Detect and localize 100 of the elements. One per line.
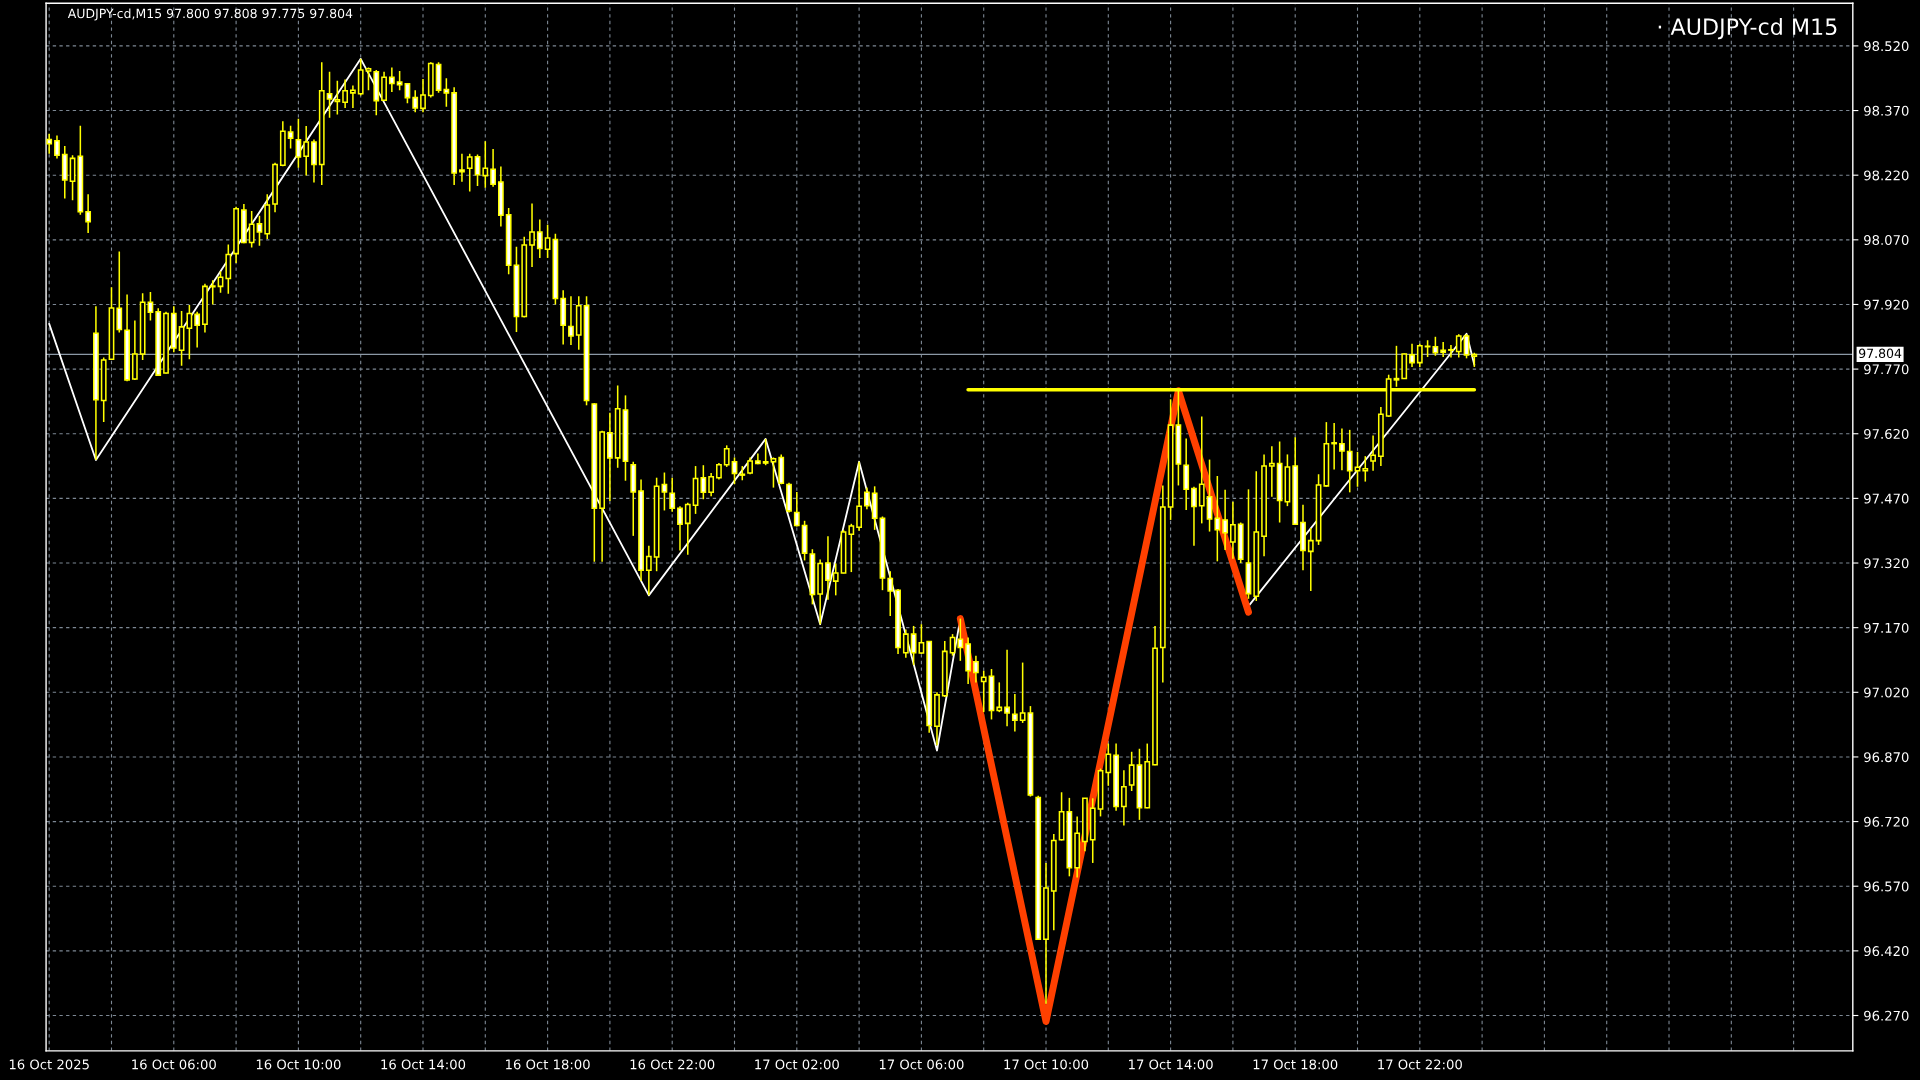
candlestick [973, 654, 979, 684]
text: · AUDJPY-cd M15 [1658, 17, 1837, 40]
candlestick [793, 491, 800, 528]
y-tick-label: 96.870 [1864, 752, 1909, 763]
candlestick [957, 617, 964, 662]
candlestick [1448, 344, 1454, 359]
candlestick [365, 66, 372, 92]
x-tick-label: 16 Oct 2025 [9, 1059, 89, 1070]
candlestick [708, 472, 715, 497]
y-tick-label: 97.170 [1864, 622, 1909, 633]
candlestick [482, 140, 489, 189]
x-tick-label: 16 Oct 10:00 [256, 1059, 341, 1070]
candlestick [1346, 429, 1353, 494]
candlestick [1362, 455, 1369, 483]
candlestick [396, 70, 403, 92]
candlestick [85, 193, 92, 234]
candlestick [996, 681, 1003, 713]
candlestick [856, 460, 863, 532]
candlestick [661, 471, 668, 512]
y-tick-label: 98.370 [1864, 105, 1909, 116]
candlestick [350, 84, 356, 109]
y-tick-label: 96.720 [1864, 816, 1909, 827]
y-tick-label: 98.070 [1864, 235, 1909, 246]
x-tick-label: 17 Oct 02:00 [755, 1059, 839, 1070]
candlestick [1409, 342, 1415, 368]
candlestick [1463, 333, 1470, 360]
candlestick [1191, 485, 1197, 547]
candlestick [980, 669, 987, 713]
x-tick-label: 17 Oct 14:00 [1129, 1059, 1213, 1070]
y-tick-label: 96.420 [1864, 946, 1909, 957]
candlestick [466, 152, 473, 193]
x-tick-label: 16 Oct 18:00 [506, 1059, 590, 1070]
candlestick [1222, 488, 1229, 551]
candlestick [1105, 742, 1112, 787]
candlestick [700, 464, 707, 501]
candlestick [1019, 661, 1026, 724]
candlestick [420, 78, 426, 114]
candlestick [1214, 475, 1221, 563]
candlestick [287, 124, 294, 150]
x-tick-label: 17 Oct 10:00 [1004, 1059, 1089, 1070]
y-tick-label: 98.520 [1864, 41, 1909, 52]
candlestick [334, 80, 341, 116]
candlestick [443, 77, 450, 108]
candlestick [1011, 693, 1018, 733]
x-tick-label: 16 Oct 14:00 [381, 1059, 466, 1070]
candlestick [194, 311, 201, 349]
candlestick [459, 152, 465, 183]
candlestick [529, 202, 535, 268]
candlestick [1230, 501, 1236, 560]
candlestick [412, 89, 419, 114]
candlestick [381, 70, 387, 102]
candlestick [295, 117, 302, 169]
y-tick-label: 97.920 [1864, 299, 1909, 310]
candlestick [248, 210, 255, 249]
candlestick [388, 66, 395, 93]
candlestick [677, 505, 683, 552]
candlestick [326, 70, 333, 119]
candlestick [116, 250, 123, 334]
candlestick [762, 438, 769, 466]
x-tick-label: 17 Oct 22:00 [1378, 1059, 1462, 1070]
y-tick-label: 97.020 [1864, 687, 1909, 698]
candlestick [887, 570, 894, 617]
candlestick [256, 214, 263, 247]
y-tick-label: 97.620 [1864, 428, 1909, 439]
candlestick [1128, 751, 1135, 792]
candlestick [770, 456, 777, 489]
candlestick [54, 134, 60, 160]
candlestick [303, 125, 310, 177]
annotation: AUDJPY-cd,M15 97.800 97.808 97.775 97.804 [67, 8, 353, 21]
candlestick [1370, 434, 1376, 472]
y-tick-label: 97.320 [1864, 558, 1909, 569]
candlestick [645, 545, 652, 597]
y-tick-label: 97.770 [1864, 364, 1909, 375]
candlestick [723, 444, 730, 468]
candlestick [1198, 415, 1205, 525]
candlestick [1268, 445, 1275, 498]
y-tick-label: 96.270 [1864, 1010, 1909, 1021]
candlestick [1440, 341, 1447, 358]
candlestick [902, 628, 909, 659]
candlestick [1120, 769, 1127, 827]
candlestick [490, 148, 496, 188]
candlestick [568, 295, 574, 346]
candlestick [1331, 422, 1338, 471]
candlestick [1416, 342, 1423, 368]
candlestick [311, 138, 317, 184]
candlestick [342, 78, 349, 109]
candlestick [209, 279, 216, 306]
candlestick [832, 562, 839, 597]
x-tick-label: 17 Oct 18:00 [1253, 1059, 1338, 1070]
candlestick [848, 523, 855, 573]
y-tick-label: 98.220 [1864, 170, 1909, 181]
candlestick [1004, 648, 1010, 728]
candlestick [863, 486, 870, 510]
candlestick [186, 304, 193, 360]
x-tick-label: 16 Oct 06:00 [132, 1059, 216, 1070]
candlestick [1307, 527, 1314, 592]
y-tick-label: 97.470 [1864, 493, 1909, 504]
candlestick [1354, 451, 1361, 488]
x-tick-label: 17 Oct 06:00 [879, 1059, 964, 1070]
candlestick [1339, 427, 1345, 472]
